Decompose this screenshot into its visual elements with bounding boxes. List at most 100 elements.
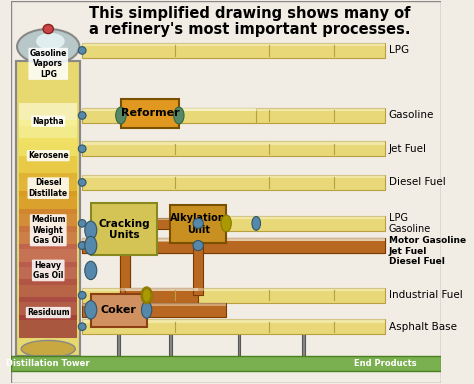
Bar (157, 218, 170, 229)
Bar (82, 238, 385, 253)
Text: Heavy
Gas Oil: Heavy Gas Oil (33, 261, 64, 280)
Bar (193, 223, 203, 245)
Bar (19, 280, 77, 303)
Bar (157, 218, 170, 220)
Bar (125, 288, 198, 303)
Bar (82, 238, 91, 242)
Ellipse shape (252, 217, 261, 230)
Bar (82, 108, 385, 111)
Text: Cracking
Units: Cracking Units (98, 218, 150, 240)
Bar (82, 303, 226, 317)
Text: Kerosene: Kerosene (28, 151, 69, 160)
Ellipse shape (141, 287, 152, 304)
Ellipse shape (17, 29, 80, 64)
Bar (170, 205, 226, 243)
Ellipse shape (85, 237, 97, 255)
Text: Motor Gasoline
Jet Fuel
Diesel Fuel: Motor Gasoline Jet Fuel Diesel Fuel (389, 237, 465, 266)
Bar (19, 262, 77, 285)
Bar (19, 209, 77, 232)
Bar (82, 43, 385, 46)
Text: Diesel
Distillate: Diesel Distillate (28, 179, 68, 198)
Bar (17, 61, 80, 356)
Bar (118, 327, 120, 356)
Ellipse shape (193, 240, 203, 251)
Bar (82, 141, 385, 156)
Text: End Products: End Products (354, 359, 417, 368)
Ellipse shape (85, 301, 97, 319)
Bar (82, 319, 385, 323)
Text: Jet Fuel: Jet Fuel (389, 144, 427, 154)
Text: a refinery's most important processes.: a refinery's most important processes. (89, 22, 410, 37)
Text: This simplified drawing shows many of: This simplified drawing shows many of (89, 7, 410, 22)
Bar (256, 216, 385, 219)
Bar (19, 227, 77, 249)
Bar (19, 297, 77, 320)
Text: LPG: LPG (389, 45, 409, 55)
Bar (121, 99, 179, 128)
Ellipse shape (78, 179, 86, 186)
Bar (19, 244, 77, 267)
Text: Gasoline: Gasoline (389, 111, 434, 121)
Ellipse shape (116, 107, 126, 124)
Text: Distillation Tower: Distillation Tower (6, 359, 90, 368)
Bar (91, 204, 157, 255)
Bar (226, 216, 256, 219)
Ellipse shape (43, 25, 54, 33)
Bar (157, 240, 170, 242)
Bar (256, 216, 385, 231)
Ellipse shape (36, 33, 64, 50)
Bar (91, 294, 146, 327)
Bar (19, 103, 77, 126)
Text: Medium
Weight
Gas Oil: Medium Weight Gas Oil (31, 215, 65, 245)
Bar (19, 191, 77, 214)
Ellipse shape (141, 301, 152, 318)
Bar (19, 315, 77, 338)
Bar (82, 238, 91, 253)
Bar (19, 156, 77, 179)
Text: Industrial Fuel: Industrial Fuel (389, 290, 462, 300)
Ellipse shape (78, 46, 86, 54)
Bar (82, 141, 385, 145)
Ellipse shape (78, 323, 86, 331)
Ellipse shape (221, 215, 231, 232)
Text: Asphalt Base: Asphalt Base (389, 322, 456, 332)
Bar (120, 255, 130, 293)
Text: Alkylation
Unit: Alkylation Unit (170, 213, 226, 235)
Bar (82, 43, 385, 58)
Ellipse shape (78, 291, 86, 299)
Bar (19, 120, 77, 143)
Ellipse shape (85, 261, 97, 280)
Bar (157, 238, 385, 242)
Ellipse shape (193, 218, 203, 228)
Bar (179, 108, 256, 123)
Bar (157, 240, 170, 251)
Bar (82, 108, 385, 123)
Text: Coker: Coker (101, 305, 137, 315)
Ellipse shape (78, 145, 86, 152)
Text: Gasoline
Vapors
LPG: Gasoline Vapors LPG (29, 49, 67, 79)
Text: Naptha: Naptha (32, 117, 64, 126)
Bar (19, 138, 77, 161)
Ellipse shape (21, 341, 75, 357)
Bar (82, 288, 385, 303)
Text: Diesel Fuel: Diesel Fuel (389, 177, 445, 187)
Bar (82, 288, 385, 291)
Bar (302, 327, 305, 356)
Bar (11, 356, 441, 371)
Ellipse shape (78, 220, 86, 227)
Bar (226, 216, 256, 231)
Bar (82, 319, 385, 334)
Bar (82, 175, 385, 178)
Bar (120, 245, 130, 295)
Ellipse shape (78, 242, 86, 249)
Bar (238, 327, 240, 356)
Bar (157, 238, 385, 253)
Bar (169, 327, 172, 356)
Bar (193, 245, 203, 295)
Bar (82, 238, 385, 242)
Ellipse shape (78, 112, 86, 119)
Text: LPG
Gasoline: LPG Gasoline (389, 213, 431, 234)
Bar (19, 174, 77, 196)
Ellipse shape (85, 221, 97, 240)
Bar (179, 108, 256, 111)
